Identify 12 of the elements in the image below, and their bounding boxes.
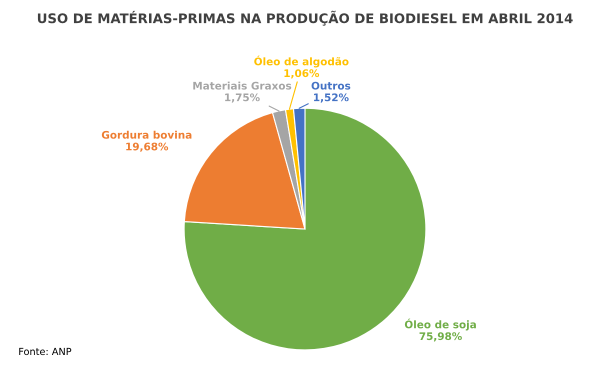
source-note: Fonte: ANP — [19, 348, 72, 356]
slice-label: Outros — [312, 82, 350, 90]
data-label: 1,75% — [225, 93, 260, 103]
slice-label: Óleo de algodão — [254, 56, 349, 68]
data-label: 19,68% — [126, 142, 168, 152]
slice-label: Óleo de soja — [404, 318, 476, 330]
data-label: 1,52% — [314, 93, 349, 103]
data-label: 1,06% — [284, 69, 320, 78]
slice-label: Gordura bovina — [102, 130, 192, 139]
chart-title: USO DE MATÉRIAS-PRIMAS NA PRODUÇÃO DE BIODIESEL EM ABRIL 2014 — [38, 10, 573, 26]
data-label: 75,98% — [420, 332, 462, 342]
slice-label: Materiais Graxos — [193, 82, 292, 90]
